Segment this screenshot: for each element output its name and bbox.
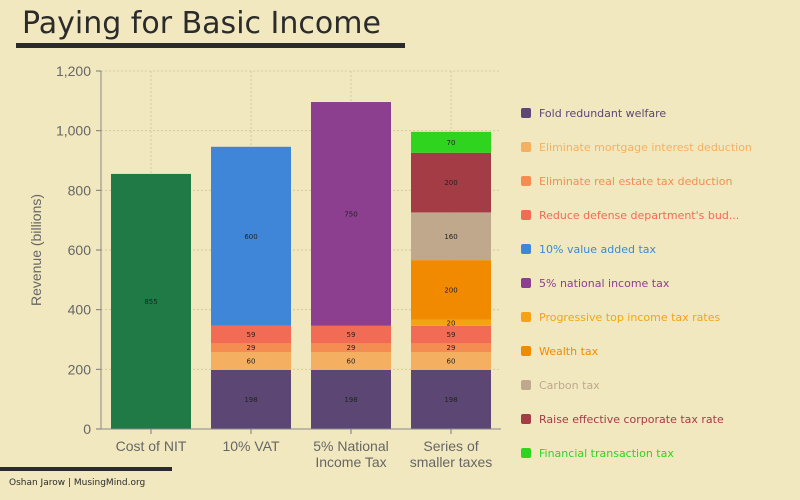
bar-segment (211, 343, 291, 353)
legend-swatch (521, 448, 531, 458)
data-label: 198 (344, 396, 357, 404)
legend-swatch (521, 210, 531, 220)
bar-segment (411, 325, 491, 344)
bar-segment (411, 260, 491, 320)
legend-swatch (521, 108, 531, 118)
x-tick-label: Cost of NIT (116, 438, 187, 454)
data-label: 198 (244, 396, 257, 404)
y-tick-label: 600 (68, 242, 92, 258)
legend-label: Progressive top income tax rates (539, 310, 721, 324)
data-label: 600 (244, 233, 257, 241)
data-label: 160 (444, 233, 457, 241)
legend-swatch (521, 380, 531, 390)
x-tick-label: 10% VAT (222, 438, 280, 454)
bar-segment (311, 352, 391, 370)
credit-rule (0, 467, 172, 471)
y-tick-label: 1,000 (56, 123, 91, 139)
bar-segment (211, 369, 291, 429)
bar-segment (411, 152, 491, 213)
y-tick-label: 800 (68, 182, 92, 198)
data-label: 59 (247, 331, 256, 339)
chart-legend: Fold redundant welfare Eliminate mortgage… (521, 96, 752, 470)
legend-item[interactable]: 5% national income tax (521, 266, 752, 300)
data-label: 200 (444, 286, 457, 294)
legend-label: Raise effective corporate tax rate (539, 412, 724, 426)
data-label: 198 (444, 396, 457, 404)
data-label: 20 (447, 319, 456, 327)
data-label: 70 (447, 139, 456, 147)
legend-swatch (521, 244, 531, 254)
x-tick-label: 5% National (313, 438, 389, 454)
legend-swatch (521, 312, 531, 322)
legend-label: 10% value added tax (539, 242, 657, 256)
bar-segment (311, 102, 391, 326)
data-label: 60 (447, 357, 456, 365)
bar-segment (211, 352, 291, 370)
legend-item[interactable]: Financial transaction tax (521, 436, 752, 470)
data-label: 59 (447, 331, 456, 339)
legend-swatch (521, 414, 531, 424)
legend-item[interactable]: Carbon tax (521, 368, 752, 402)
x-tick-label: Series of (423, 438, 478, 454)
data-label: 60 (347, 357, 356, 365)
legend-item[interactable]: Raise effective corporate tax rate (521, 402, 752, 436)
legend-item[interactable]: Fold redundant welfare (521, 96, 752, 130)
bar-segment (411, 319, 491, 326)
bar-segment (411, 352, 491, 370)
y-tick-label: 400 (68, 302, 92, 318)
legend-item[interactable]: Wealth tax (521, 334, 752, 368)
bar-segment (411, 343, 491, 353)
chart-title: Paying for Basic Income (22, 6, 381, 41)
legend-label: Financial transaction tax (539, 446, 674, 460)
legend-label: Wealth tax (539, 344, 599, 358)
data-label: 855 (144, 298, 157, 306)
bar-segment (211, 325, 291, 344)
legend-item[interactable]: Reduce defense department's bud... (521, 198, 752, 232)
data-label: 29 (347, 344, 356, 352)
y-tick-label: 1,200 (56, 63, 91, 79)
bar-segment (211, 146, 291, 326)
bar-segment (411, 369, 491, 429)
legend-item[interactable]: Eliminate real estate tax deduction (521, 164, 752, 198)
bar-segment (111, 173, 191, 429)
x-tick-label: Income Tax (315, 454, 386, 470)
data-label: 60 (247, 357, 256, 365)
data-label: 29 (247, 344, 256, 352)
legend-label: Reduce defense department's bud... (539, 208, 740, 222)
data-label: 29 (447, 344, 456, 352)
legend-swatch (521, 346, 531, 356)
x-tick-label: smaller taxes (410, 454, 492, 470)
legend-item[interactable]: 10% value added tax (521, 232, 752, 266)
legend-item[interactable]: Eliminate mortgage interest deduction (521, 130, 752, 164)
credit-text: Oshan Jarow | MusingMind.org (9, 478, 146, 488)
bar-segment (411, 212, 491, 261)
bar-segment (311, 343, 391, 353)
y-axis-title: Revenue (billions) (28, 194, 44, 306)
y-tick-label: 0 (83, 421, 91, 437)
y-tick-label: 200 (68, 361, 92, 377)
legend-item[interactable]: Progressive top income tax rates (521, 300, 752, 334)
bar-segment (311, 325, 391, 344)
legend-label: Eliminate real estate tax deduction (539, 174, 733, 188)
legend-swatch (521, 142, 531, 152)
legend-label: Eliminate mortgage interest deduction (539, 140, 752, 154)
legend-label: 5% national income tax (539, 276, 670, 290)
data-label: 200 (444, 179, 457, 187)
data-label: 750 (344, 210, 357, 218)
title-underline (16, 43, 405, 48)
bar-segment (311, 369, 391, 429)
legend-label: Carbon tax (539, 378, 600, 392)
legend-label: Fold redundant welfare (539, 106, 667, 120)
bar-segment (411, 131, 491, 153)
legend-swatch (521, 278, 531, 288)
data-label: 59 (347, 331, 356, 339)
legend-swatch (521, 176, 531, 186)
